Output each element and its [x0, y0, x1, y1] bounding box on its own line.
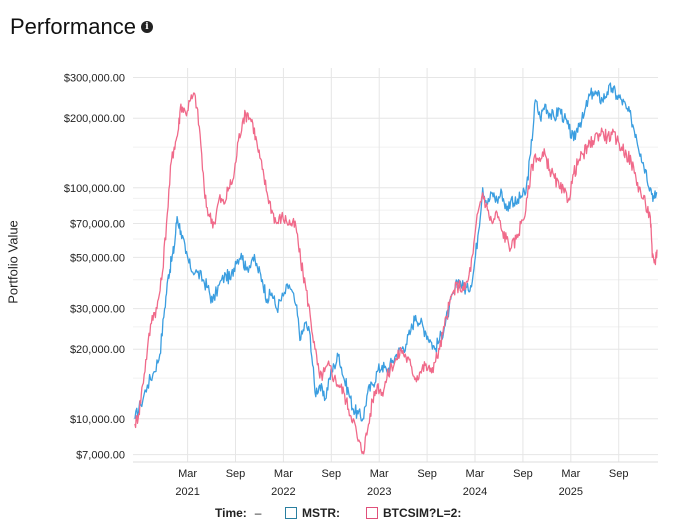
x-tick-year-label: 2025: [559, 486, 583, 498]
legend-item-btcsim[interactable]: BTCSIM?L=2:: [366, 506, 461, 520]
series-line-btcsim[interactable]: [134, 92, 658, 455]
x-tick-label: Sep: [417, 468, 437, 480]
y-tick-label: $50,000.00: [70, 252, 125, 264]
y-tick-label: $200,000.00: [64, 113, 125, 125]
y-axis-ticks: $300,000.00 $200,000.00 $100,000.00 $70,000…: [64, 73, 125, 462]
page-title: Performance i: [10, 14, 153, 40]
grid-lines: [133, 68, 658, 463]
x-axis-ticks: Mar 2021 Sep Mar 2022 Sep Mar 2023 Sep Mar 2024 Sep…: [175, 468, 628, 498]
series-line-mstr[interactable]: [134, 82, 658, 422]
info-icon[interactable]: i: [140, 21, 153, 33]
x-tick-label: Mar: [561, 468, 580, 480]
y-tick-label: $30,000.00: [70, 304, 125, 316]
x-tick-year-label: 2021: [175, 486, 199, 498]
x-tick-year-label: 2022: [271, 486, 295, 498]
y-tick-label: $100,000.00: [64, 183, 125, 195]
legend-time-value: –: [254, 506, 262, 520]
legend-label-btcsim: BTCSIM?L=2:: [383, 506, 462, 520]
performance-chart[interactable]: $300,000.00 $200,000.00 $100,000.00 $70,000…: [0, 0, 685, 500]
legend-swatch-mstr: [285, 507, 297, 519]
legend-time: Time: –: [215, 506, 261, 520]
legend-item-mstr[interactable]: MSTR:: [285, 506, 340, 520]
y-tick-label: $7,000.00: [76, 450, 125, 462]
y-tick-label: $20,000.00: [70, 344, 125, 356]
x-tick-label: Mar: [466, 468, 485, 480]
title-text: Performance: [10, 14, 136, 39]
legend-label-mstr: MSTR:: [302, 506, 340, 520]
x-tick-label: Mar: [274, 468, 293, 480]
series-lines: [134, 82, 658, 455]
y-tick-label: $70,000.00: [70, 219, 125, 231]
x-tick-year-label: 2023: [367, 486, 391, 498]
legend-time-label: Time:: [215, 506, 247, 520]
legend-swatch-btcsim: [366, 507, 378, 519]
x-tick-label: Mar: [178, 468, 197, 480]
y-tick-label: $10,000.00: [70, 414, 125, 426]
x-tick-label: Sep: [226, 468, 246, 480]
x-tick-label: Mar: [370, 468, 389, 480]
x-tick-label: Sep: [322, 468, 342, 480]
y-tick-label: $300,000.00: [64, 73, 125, 85]
x-tick-year-label: 2024: [463, 486, 487, 498]
x-tick-label: Sep: [513, 468, 533, 480]
x-tick-label: Sep: [609, 468, 629, 480]
